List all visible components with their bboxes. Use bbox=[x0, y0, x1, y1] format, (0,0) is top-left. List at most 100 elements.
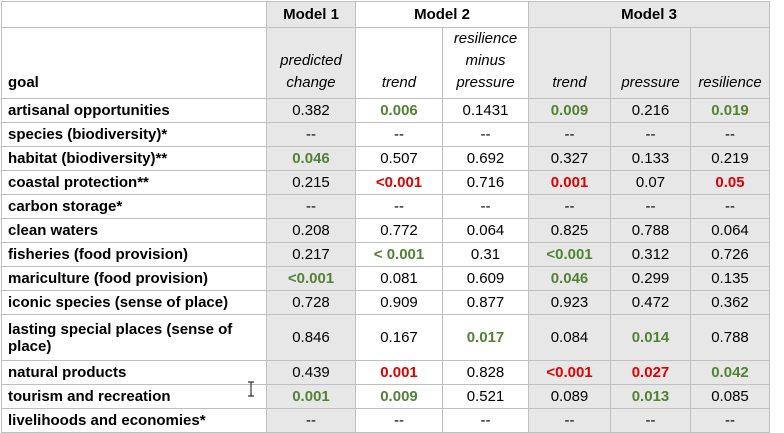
goal-cell: species (biodiversity)* bbox=[1, 122, 267, 147]
value-cell: 0.027 bbox=[610, 360, 691, 385]
value-cell: -- bbox=[266, 408, 356, 433]
table-row: clean waters 0.208 0.772 0.064 0.825 0.788 0.0… bbox=[1, 218, 770, 243]
header-row-columns: goal predicted change trend resilience m… bbox=[1, 27, 770, 99]
value-cell: -- bbox=[528, 408, 611, 433]
goal-cell: lasting special places (sense of place) bbox=[1, 314, 267, 361]
model2-header: Model 2 bbox=[355, 1, 529, 28]
goal-cell: fisheries (food provision) bbox=[1, 242, 267, 267]
col-predicted-change: predicted change bbox=[266, 27, 356, 99]
value-cell: <0.001 bbox=[528, 242, 611, 267]
value-cell: 0.909 bbox=[355, 290, 443, 315]
goal-cell: coastal protection** bbox=[1, 170, 267, 195]
goal-cell: clean waters bbox=[1, 218, 267, 243]
goal-cell: carbon storage* bbox=[1, 194, 267, 219]
value-cell: 0.042 bbox=[690, 360, 770, 385]
value-cell: 0.772 bbox=[355, 218, 443, 243]
goal-cell: artisanal opportunities bbox=[1, 98, 267, 123]
value-cell: -- bbox=[690, 408, 770, 433]
goal-cell: tourism and recreation bbox=[1, 384, 267, 409]
value-cell: 0.084 bbox=[528, 314, 611, 361]
col-m3-resilience: resilience bbox=[690, 27, 770, 99]
goal-cell: natural products bbox=[1, 360, 267, 385]
value-cell: 0.726 bbox=[690, 242, 770, 267]
table-row: livelihoods and economies* -- -- -- -- -- -- bbox=[1, 408, 770, 433]
value-cell: 0.217 bbox=[266, 242, 356, 267]
value-cell: 0.439 bbox=[266, 360, 356, 385]
goal-cell: livelihoods and economies* bbox=[1, 408, 267, 433]
value-cell: -- bbox=[442, 408, 529, 433]
table-row: coastal protection** 0.215 <0.001 0.716 0.00… bbox=[1, 170, 770, 195]
value-cell: 0.064 bbox=[442, 218, 529, 243]
value-cell: 0.788 bbox=[690, 314, 770, 361]
value-cell: -- bbox=[266, 122, 356, 147]
value-cell: 0.05 bbox=[690, 170, 770, 195]
value-cell: 0.009 bbox=[528, 98, 611, 123]
table-row: habitat (biodiversity)** 0.046 0.507 0.692 0… bbox=[1, 146, 770, 171]
value-cell: 0.017 bbox=[442, 314, 529, 361]
table-row: carbon storage* -- -- -- -- -- -- bbox=[1, 194, 770, 219]
value-cell: -- bbox=[610, 122, 691, 147]
value-cell: 0.046 bbox=[266, 146, 356, 171]
value-cell: 0.609 bbox=[442, 266, 529, 291]
value-cell: 0.692 bbox=[442, 146, 529, 171]
model3-header: Model 3 bbox=[528, 1, 770, 28]
value-cell: -- bbox=[610, 194, 691, 219]
value-cell: 0.014 bbox=[610, 314, 691, 361]
value-cell: -- bbox=[610, 408, 691, 433]
value-cell: 0.208 bbox=[266, 218, 356, 243]
value-cell: 0.828 bbox=[442, 360, 529, 385]
value-cell: 0.001 bbox=[528, 170, 611, 195]
value-cell: -- bbox=[266, 194, 356, 219]
text-cursor-icon bbox=[248, 381, 254, 397]
value-cell: -- bbox=[355, 122, 443, 147]
value-cell: 0.001 bbox=[355, 360, 443, 385]
value-cell: 0.521 bbox=[442, 384, 529, 409]
value-cell: -- bbox=[442, 194, 529, 219]
value-cell: 0.216 bbox=[610, 98, 691, 123]
value-cell: 0.009 bbox=[355, 384, 443, 409]
table-row: artisanal opportunities 0.382 0.006 0.1431 0… bbox=[1, 98, 770, 123]
value-cell: -- bbox=[528, 194, 611, 219]
value-cell: 0.07 bbox=[610, 170, 691, 195]
table-row: lasting special places (sense of place) 0… bbox=[1, 314, 770, 361]
value-cell: 0.1431 bbox=[442, 98, 529, 123]
value-cell: 0.013 bbox=[610, 384, 691, 409]
goal-cell: mariculture (food provision) bbox=[1, 266, 267, 291]
value-cell: 0.299 bbox=[610, 266, 691, 291]
value-cell: 0.133 bbox=[610, 146, 691, 171]
value-cell: <0.001 bbox=[266, 266, 356, 291]
value-cell: 0.081 bbox=[355, 266, 443, 291]
value-cell: -- bbox=[355, 408, 443, 433]
value-cell: 0.877 bbox=[442, 290, 529, 315]
value-cell: 0.167 bbox=[355, 314, 443, 361]
value-cell: 0.312 bbox=[610, 242, 691, 267]
value-cell: 0.135 bbox=[690, 266, 770, 291]
table-row: natural products 0.439 0.001 0.828 <0.001 0.0… bbox=[1, 360, 770, 385]
value-cell: 0.001 bbox=[266, 384, 356, 409]
col-m3-trend: trend bbox=[528, 27, 611, 99]
value-cell: 0.215 bbox=[266, 170, 356, 195]
table-row: tourism and recreation 0.001 0.009 0.521 0.0… bbox=[1, 384, 770, 409]
table-row: species (biodiversity)* -- -- -- -- -- -- bbox=[1, 122, 770, 147]
value-cell: <0.001 bbox=[355, 170, 443, 195]
value-cell: 0.327 bbox=[528, 146, 611, 171]
value-cell: <0.001 bbox=[528, 360, 611, 385]
col-m2-trend: trend bbox=[355, 27, 443, 99]
value-cell: -- bbox=[690, 122, 770, 147]
corner-cell bbox=[1, 1, 267, 28]
value-cell: 0.382 bbox=[266, 98, 356, 123]
goal-header: goal bbox=[1, 27, 267, 99]
col-resilience-minus-pressure: resilience minus pressure bbox=[442, 27, 529, 99]
value-cell: 0.472 bbox=[610, 290, 691, 315]
value-cell: -- bbox=[690, 194, 770, 219]
value-cell: 0.006 bbox=[355, 98, 443, 123]
header-row-models: Model 1 Model 2 Model 3 bbox=[1, 1, 770, 28]
value-cell: -- bbox=[528, 122, 611, 147]
value-cell: 0.019 bbox=[690, 98, 770, 123]
table-row: iconic species (sense of place) 0.728 0.90… bbox=[1, 290, 770, 315]
results-table: Model 1 Model 2 Model 3 goal predicted c… bbox=[1, 1, 770, 433]
value-cell: -- bbox=[355, 194, 443, 219]
value-cell: 0.046 bbox=[528, 266, 611, 291]
value-cell: 0.31 bbox=[442, 242, 529, 267]
value-cell: 0.923 bbox=[528, 290, 611, 315]
